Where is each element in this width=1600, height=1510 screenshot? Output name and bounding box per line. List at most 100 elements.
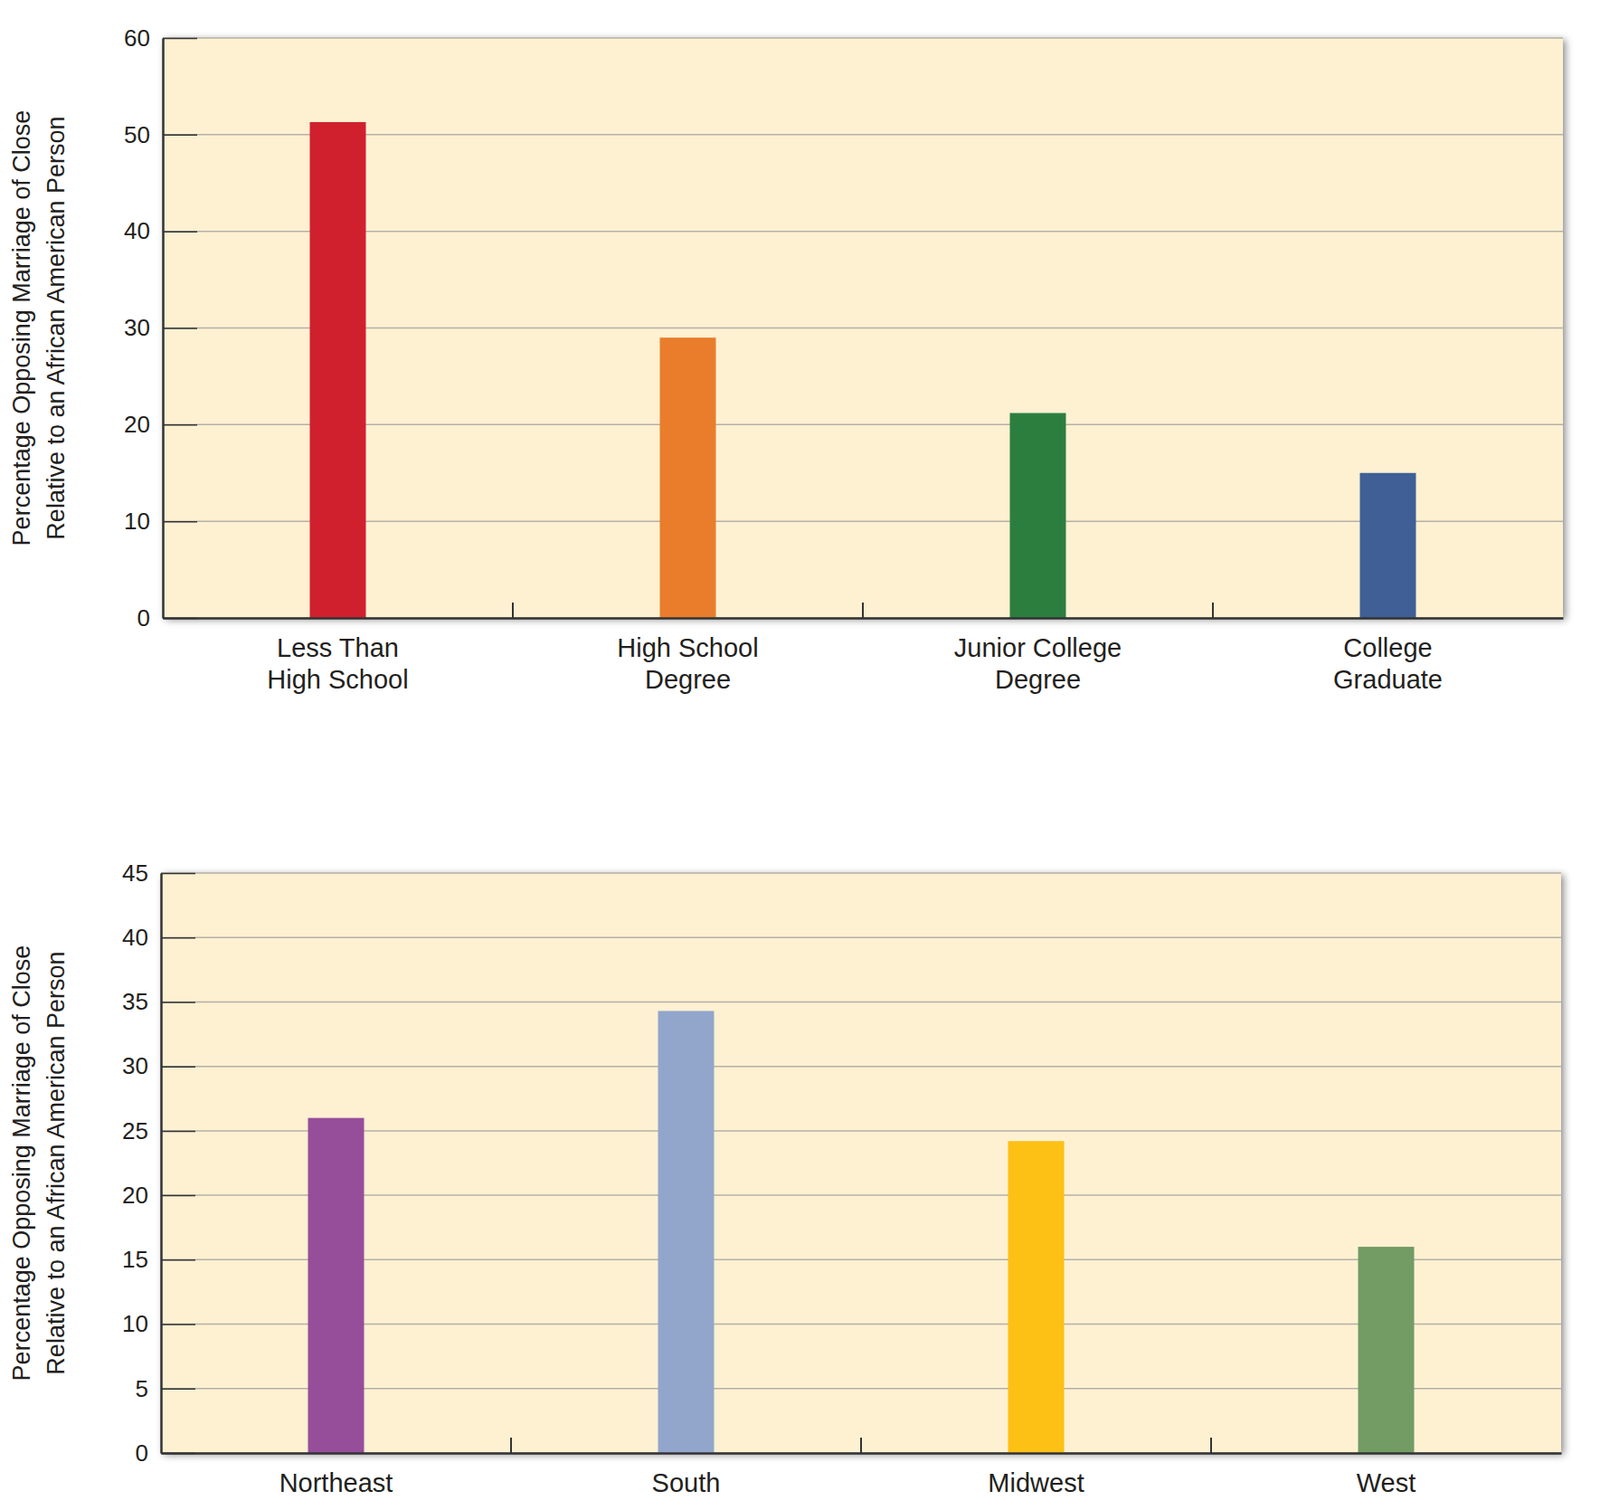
y-tick-label: 40 <box>123 217 151 245</box>
y-axis-title: Percentage Opposing Marriage of Close <box>8 110 36 547</box>
y-axis-title: Relative to an African American Person <box>42 950 70 1374</box>
y-axis: 0 10 20 30 40 50 60 <box>123 24 198 632</box>
y-tick: 10 <box>122 1309 196 1337</box>
chart-panel: Northeast South Midwest West 0 5 10 15 20 25 30 35 4… <box>8 859 1562 1497</box>
grid-line <box>160 1193 1562 1196</box>
grid <box>160 872 1562 1453</box>
x-tick-label: Junior CollegeDegree <box>954 633 1122 694</box>
x-tick: High SchoolDegree <box>616 617 758 694</box>
y-tick-label: 35 <box>122 987 149 1015</box>
category-divider <box>510 1437 512 1453</box>
y-tick-label: 20 <box>123 410 151 438</box>
y-tick-line <box>162 37 198 40</box>
grid <box>162 37 1563 618</box>
x-tick-label: Northeast <box>279 1467 394 1497</box>
y-axis-title: Relative to an African American Person <box>42 115 70 540</box>
category-divider <box>861 602 864 618</box>
y-tick: 25 <box>122 1117 196 1145</box>
y-tick-line <box>162 617 198 620</box>
y-tick-line <box>160 1259 196 1261</box>
y-tick: 40 <box>122 923 196 951</box>
y-tick-line <box>162 327 198 330</box>
category-divider <box>1211 602 1214 618</box>
y-tick-line <box>160 937 196 939</box>
bar <box>1008 1140 1065 1453</box>
x-tick: South <box>652 1452 721 1497</box>
x-tick: CollegeGraduate <box>1333 617 1443 694</box>
y-tick-line <box>160 872 196 875</box>
y-tick-label: 15 <box>122 1245 149 1273</box>
y-tick: 50 <box>123 121 198 149</box>
x-tick: West <box>1356 1452 1417 1497</box>
y-tick-label: 0 <box>135 1439 149 1467</box>
bar <box>1010 413 1067 618</box>
y-tick-label: 60 <box>123 24 151 52</box>
y-tick-line <box>160 1065 196 1068</box>
bar <box>1360 473 1417 618</box>
grid-line <box>160 1001 1562 1004</box>
bar <box>1358 1246 1415 1453</box>
bar <box>310 122 367 618</box>
grid-line <box>160 1323 1562 1326</box>
bar <box>308 1117 365 1453</box>
grid-line <box>162 520 1563 522</box>
y-tick: 15 <box>122 1245 196 1273</box>
y-tick-label: 30 <box>123 313 151 341</box>
y-tick-label: 20 <box>122 1181 149 1209</box>
y-tick-line <box>160 1001 196 1004</box>
category-divider <box>1210 1437 1212 1453</box>
y-tick: 40 <box>123 217 198 245</box>
y-tick: 60 <box>123 24 198 52</box>
y-axis: 0 5 10 15 20 25 30 35 40 45 <box>122 859 196 1467</box>
grid-line <box>162 424 1563 427</box>
y-tick: 5 <box>135 1374 196 1402</box>
y-tick-label: 5 <box>135 1374 149 1402</box>
grid-line <box>160 1387 1562 1390</box>
x-axis: Less ThanHigh School High SchoolDegree Jun… <box>163 617 1564 694</box>
y-tick-label: 10 <box>122 1309 149 1337</box>
y-tick-line <box>162 230 198 233</box>
y-tick-line <box>162 134 198 137</box>
grid-line <box>160 1259 1562 1261</box>
y-tick: 10 <box>123 507 198 535</box>
x-tick-label: High SchoolDegree <box>616 633 758 694</box>
y-tick-line <box>160 1452 196 1455</box>
x-tick-label: CollegeGraduate <box>1333 633 1443 694</box>
y-tick: 45 <box>122 859 196 887</box>
y-tick-label: 45 <box>122 859 149 887</box>
plot-background <box>162 37 1563 618</box>
x-tick-label: West <box>1356 1467 1417 1497</box>
y-tick-label: 25 <box>122 1117 149 1145</box>
y-tick: 0 <box>137 604 198 632</box>
bar <box>660 337 717 618</box>
y-tick-line <box>162 520 198 523</box>
x-axis: Northeast South Midwest West <box>161 1452 1563 1497</box>
y-tick-label: 0 <box>137 604 151 632</box>
bar <box>658 1010 715 1453</box>
category-divider <box>860 1437 862 1453</box>
grid-line <box>162 37 1563 39</box>
x-tick-label: Less ThanHigh School <box>266 633 408 694</box>
grid-line <box>160 936 1562 938</box>
y-tick-label: 40 <box>122 923 149 951</box>
x-tick-label: South <box>652 1467 721 1497</box>
y-tick-line <box>160 1388 196 1391</box>
grid-line <box>162 327 1563 330</box>
y-tick: 0 <box>135 1439 196 1467</box>
plot-background <box>160 872 1562 1453</box>
x-tick-label: Midwest <box>987 1467 1084 1497</box>
bars <box>308 1010 1415 1453</box>
y-tick-line <box>160 1323 196 1326</box>
grid-line <box>160 1065 1562 1068</box>
y-axis-title: Percentage Opposing Marriage of Close <box>8 945 36 1382</box>
y-tick: 30 <box>122 1051 196 1080</box>
chart-root: Less ThanHigh School High SchoolDegree Jun… <box>0 0 1600 1510</box>
x-tick: Junior CollegeDegree <box>954 617 1122 694</box>
x-tick: Less ThanHigh School <box>266 617 408 694</box>
bars <box>310 122 1417 618</box>
y-tick: 20 <box>123 410 198 438</box>
y-tick-label: 30 <box>122 1051 149 1080</box>
y-tick: 35 <box>122 987 196 1015</box>
y-tick-line <box>162 424 198 427</box>
y-tick-line <box>160 1130 196 1133</box>
